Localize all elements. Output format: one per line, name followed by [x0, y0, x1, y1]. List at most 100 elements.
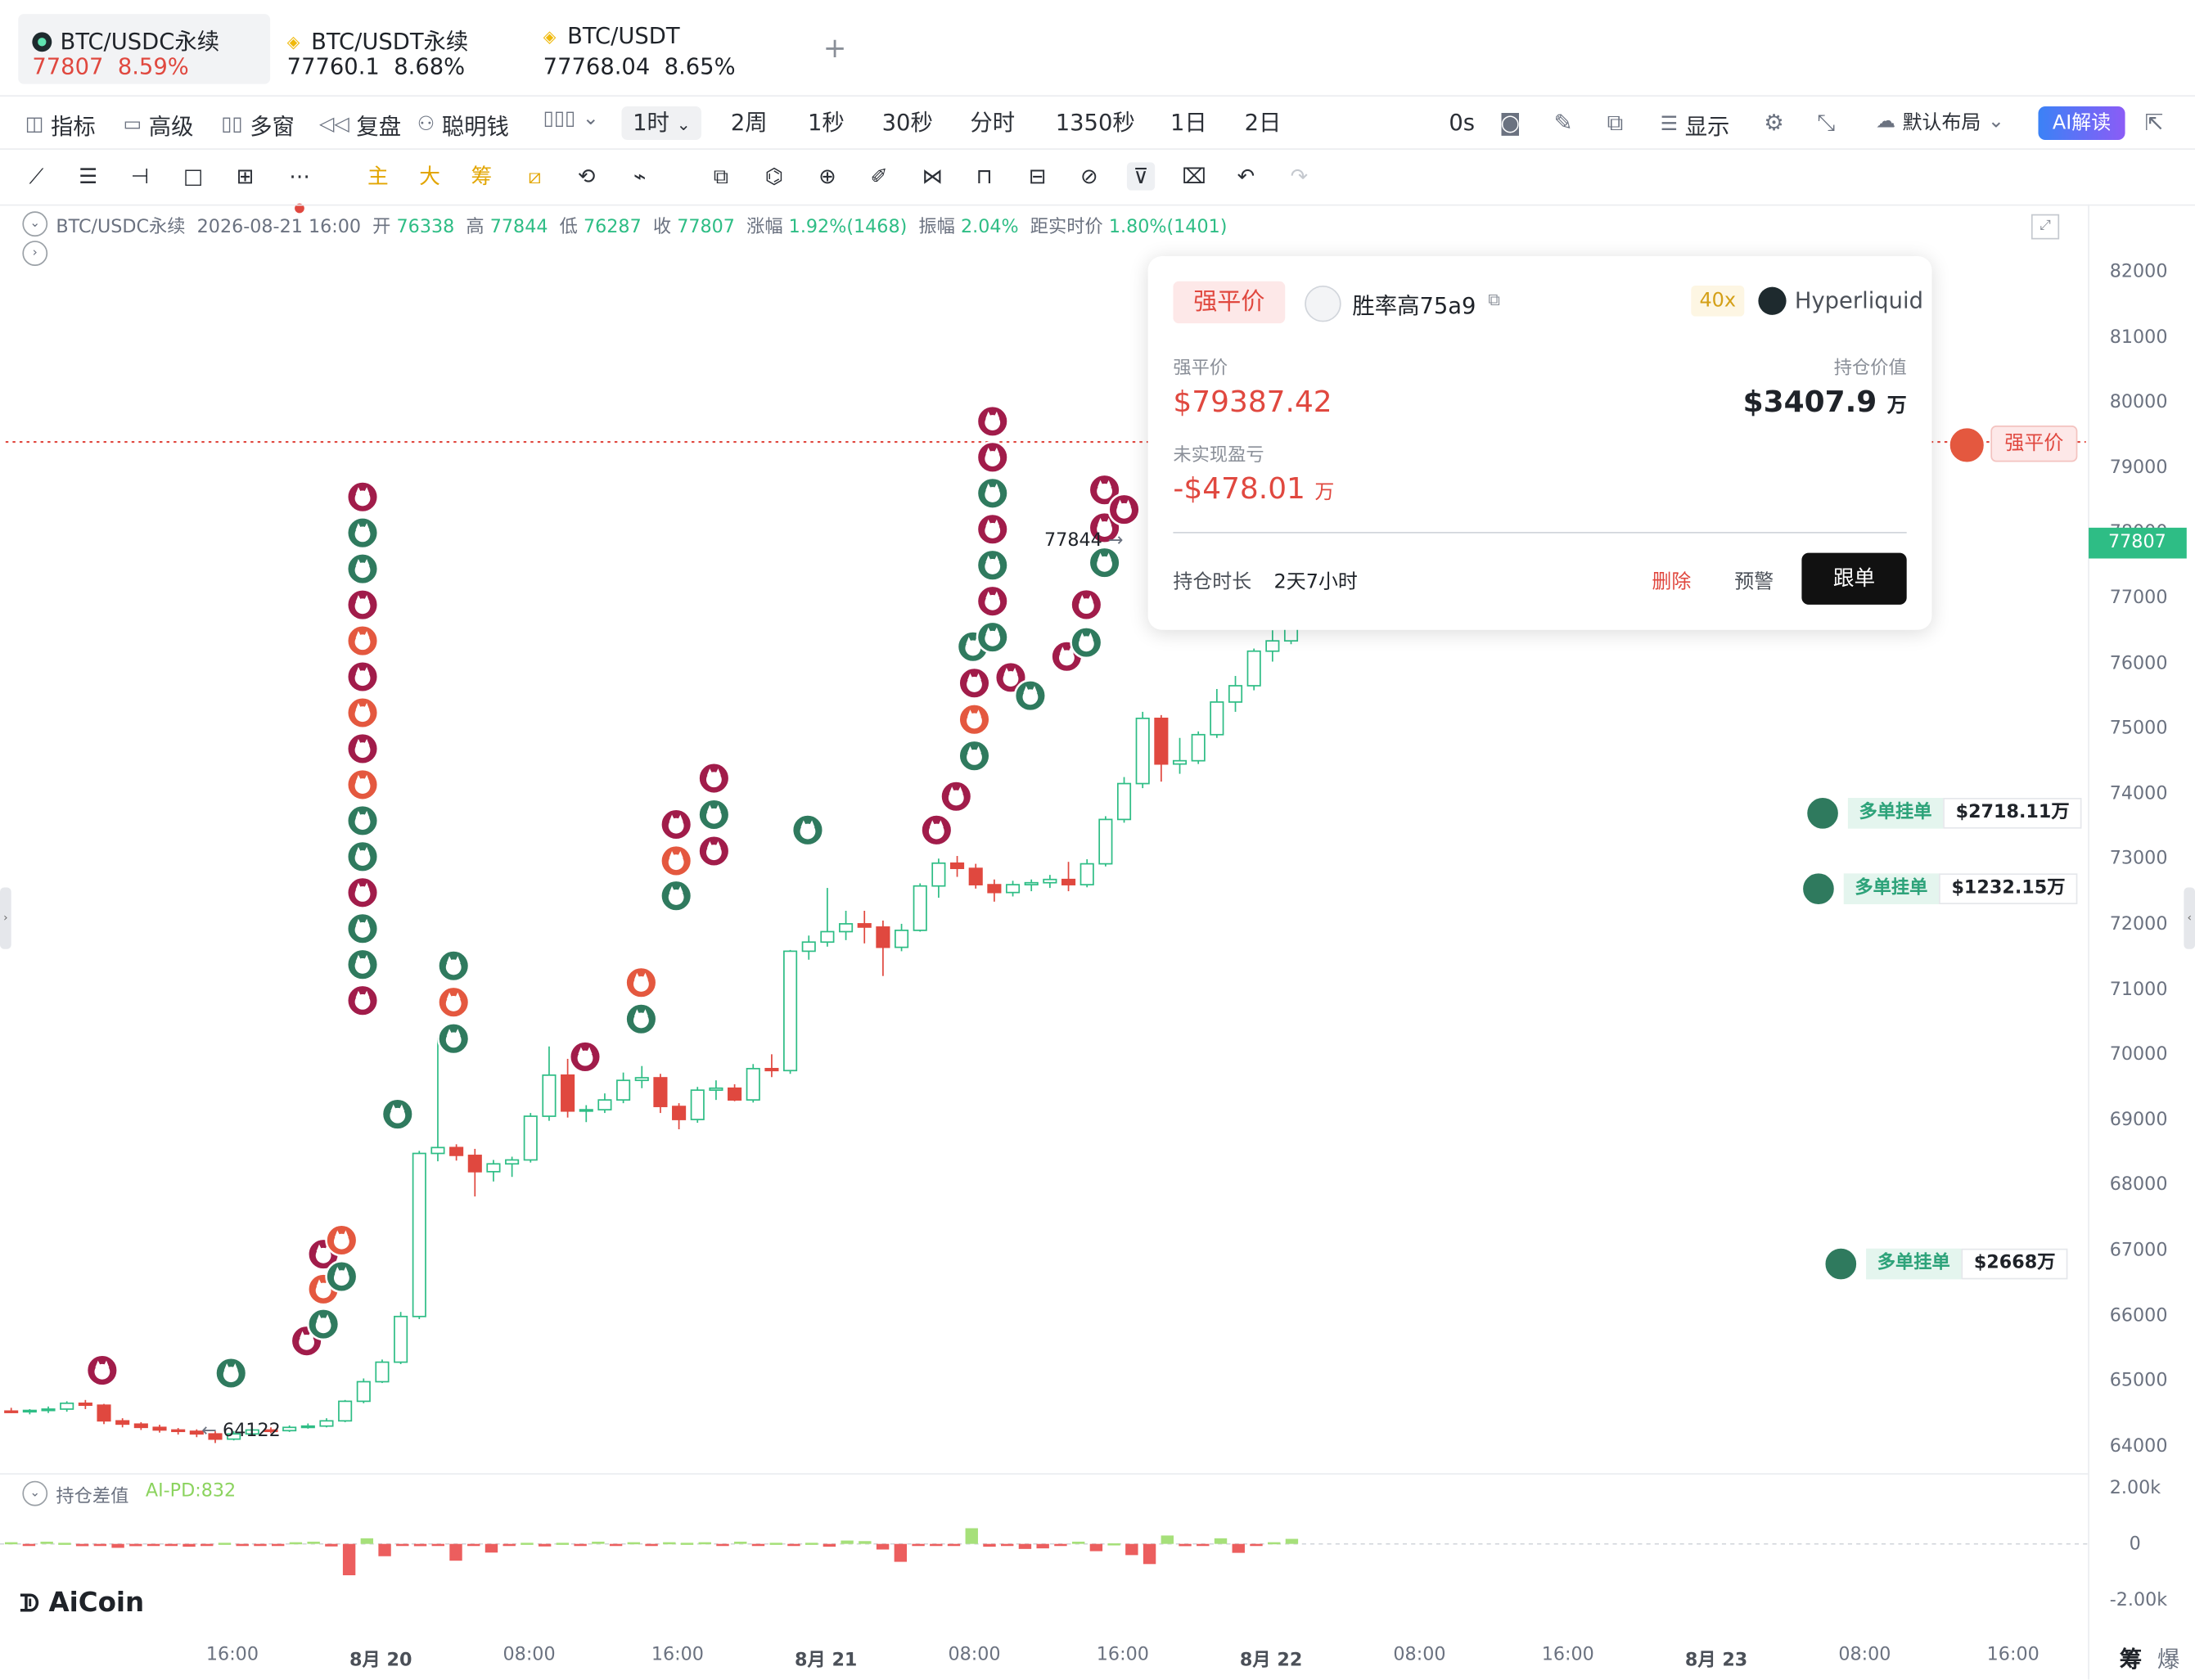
candle[interactable]	[895, 923, 909, 952]
trader-marker-icon[interactable]	[437, 1022, 471, 1056]
candle[interactable]	[857, 910, 872, 944]
candle[interactable]	[430, 1038, 445, 1162]
alert-button[interactable]: 预警	[1734, 570, 1774, 594]
trader-marker-icon[interactable]	[437, 985, 471, 1019]
trader-marker-icon[interactable]	[1013, 679, 1048, 713]
follow-button[interactable]: 跟单	[1801, 552, 1907, 605]
add-tab-button[interactable]: +	[823, 30, 847, 65]
trader-marker-icon[interactable]	[345, 912, 380, 945]
candle[interactable]	[375, 1359, 390, 1384]
trader-marker-icon[interactable]	[697, 834, 731, 868]
copy-icon[interactable]: ⧉	[1488, 290, 1500, 310]
trader-marker-icon[interactable]	[345, 732, 380, 766]
candle[interactable]	[931, 858, 946, 899]
candle[interactable]	[728, 1084, 742, 1101]
timeframe-30s[interactable]: 30秒	[881, 109, 933, 136]
trader-marker-icon[interactable]	[345, 696, 380, 730]
trader-marker-icon[interactable]	[660, 808, 693, 841]
eraser-tool-icon[interactable]: ✐	[870, 164, 888, 189]
trader-marker-icon[interactable]	[437, 949, 471, 983]
gear-icon[interactable]: ⚙	[1764, 109, 1784, 136]
trader-marker-icon[interactable]	[325, 1223, 358, 1257]
trader-marker-icon[interactable]	[345, 840, 380, 873]
candle[interactable]	[950, 856, 965, 877]
ai-read-button[interactable]: AI解读	[2038, 106, 2125, 141]
trader-marker-icon[interactable]	[325, 1259, 358, 1294]
price-chart[interactable]	[0, 204, 2195, 1680]
liquidation-map-button[interactable]: 爆	[2157, 1646, 2180, 1673]
candle[interactable]	[1265, 630, 1280, 662]
timeframe-2d[interactable]: 2日	[1244, 109, 1282, 136]
magnet-tool-icon[interactable]: ⋈	[922, 164, 944, 189]
pencil-icon[interactable]: ✎	[1553, 109, 1573, 136]
collapse-oi-button[interactable]: ⌄	[22, 1480, 48, 1507]
trader-marker-icon[interactable]	[1070, 626, 1103, 660]
candle[interactable]	[709, 1080, 723, 1101]
trader-marker-icon[interactable]	[345, 984, 380, 1017]
candle[interactable]	[189, 1429, 204, 1438]
chip-distribution-button[interactable]: 筹	[2119, 1646, 2143, 1673]
timeframe-2w[interactable]: 2周	[730, 109, 768, 136]
trader-marker-icon[interactable]	[976, 620, 1009, 654]
long-order-tag[interactable]: 多单挂单 $2718.11万	[1805, 796, 2082, 831]
trader-marker-icon[interactable]	[345, 480, 380, 514]
candle[interactable]	[1079, 859, 1094, 888]
tab-btc-usdc-perp[interactable]: BTC/USDC永续 77807 8.59%	[18, 14, 271, 84]
indicators-button[interactable]: ◫ 指标	[25, 113, 96, 141]
timeframe-1h[interactable]: 1时 ⌄	[621, 106, 702, 141]
trader-marker-icon[interactable]	[345, 516, 380, 550]
trader-marker-icon[interactable]	[1088, 546, 1121, 579]
trader-marker-icon[interactable]	[994, 660, 1028, 694]
chart-type-dropdown[interactable]: ▯▯▯ ⌄	[543, 108, 599, 130]
candle[interactable]	[486, 1160, 501, 1182]
trader-marker-icon[interactable]	[1107, 493, 1141, 526]
main-force-tool[interactable]: 主	[367, 164, 389, 189]
filter-tool-icon[interactable]: ⊽	[1126, 162, 1156, 191]
candle[interactable]	[1172, 737, 1188, 774]
trader-marker-icon[interactable]	[976, 584, 1009, 618]
timeframe-tick[interactable]: 分时	[970, 109, 1016, 136]
candle[interactable]	[449, 1144, 464, 1161]
candle[interactable]	[319, 1418, 334, 1428]
candle[interactable]	[1228, 676, 1243, 712]
trader-marker-icon[interactable]	[660, 879, 693, 912]
trader-marker-icon[interactable]	[1088, 473, 1121, 507]
candle[interactable]	[1135, 711, 1150, 789]
candle[interactable]	[913, 883, 927, 932]
collapse-icon[interactable]: ⤡	[1817, 109, 1836, 136]
tab-btc-usdt-perp[interactable]: ◈ BTC/USDT永续 77760.1 8.68%	[273, 14, 525, 84]
candle[interactable]	[22, 1408, 37, 1415]
more-tools-icon[interactable]: ⋯●	[289, 164, 310, 216]
timeframe-1d[interactable]: 1日	[1170, 109, 1207, 136]
left-panel-handle[interactable]: ›	[0, 887, 11, 949]
redo-icon[interactable]: ↷	[1290, 164, 1309, 189]
hlines-tool-icon[interactable]: ☰	[79, 164, 98, 189]
trader-marker-icon[interactable]	[1088, 511, 1121, 544]
candle[interactable]	[1098, 816, 1113, 867]
candle[interactable]	[987, 879, 1002, 902]
trader-marker-icon[interactable]	[345, 876, 380, 909]
expand-info-button[interactable]: ›	[22, 241, 48, 266]
trader-marker-icon[interactable]	[958, 739, 991, 772]
right-panel-handle[interactable]: ‹	[2184, 887, 2195, 949]
trader-marker-icon[interactable]	[85, 1353, 119, 1387]
zoom-in-tool-icon[interactable]: ⊕	[818, 164, 836, 189]
trader-marker-icon[interactable]	[697, 761, 731, 795]
candle[interactable]	[1024, 879, 1039, 892]
trader-marker-icon[interactable]	[1070, 588, 1103, 622]
measure-tool-icon[interactable]: ⊞	[236, 164, 255, 189]
candle[interactable]	[133, 1421, 148, 1430]
candle[interactable]	[634, 1065, 649, 1088]
long-order-tag[interactable]: 多单挂单 $2668万	[1823, 1247, 2068, 1281]
candle[interactable]	[820, 888, 835, 947]
candle[interactable]	[505, 1156, 520, 1178]
trader-marker-icon[interactable]	[976, 548, 1009, 582]
candle[interactable]	[1154, 714, 1169, 782]
trendline-tool-icon[interactable]: ⟋	[29, 164, 44, 189]
candle[interactable]	[152, 1425, 167, 1433]
fullscreen-icon[interactable]: ⤢	[2030, 214, 2060, 240]
trader-marker-icon[interactable]	[345, 588, 380, 622]
trash-tool-icon[interactable]: ⌧	[1182, 164, 1206, 189]
trader-marker-icon[interactable]	[345, 624, 380, 658]
candle[interactable]	[78, 1399, 92, 1409]
